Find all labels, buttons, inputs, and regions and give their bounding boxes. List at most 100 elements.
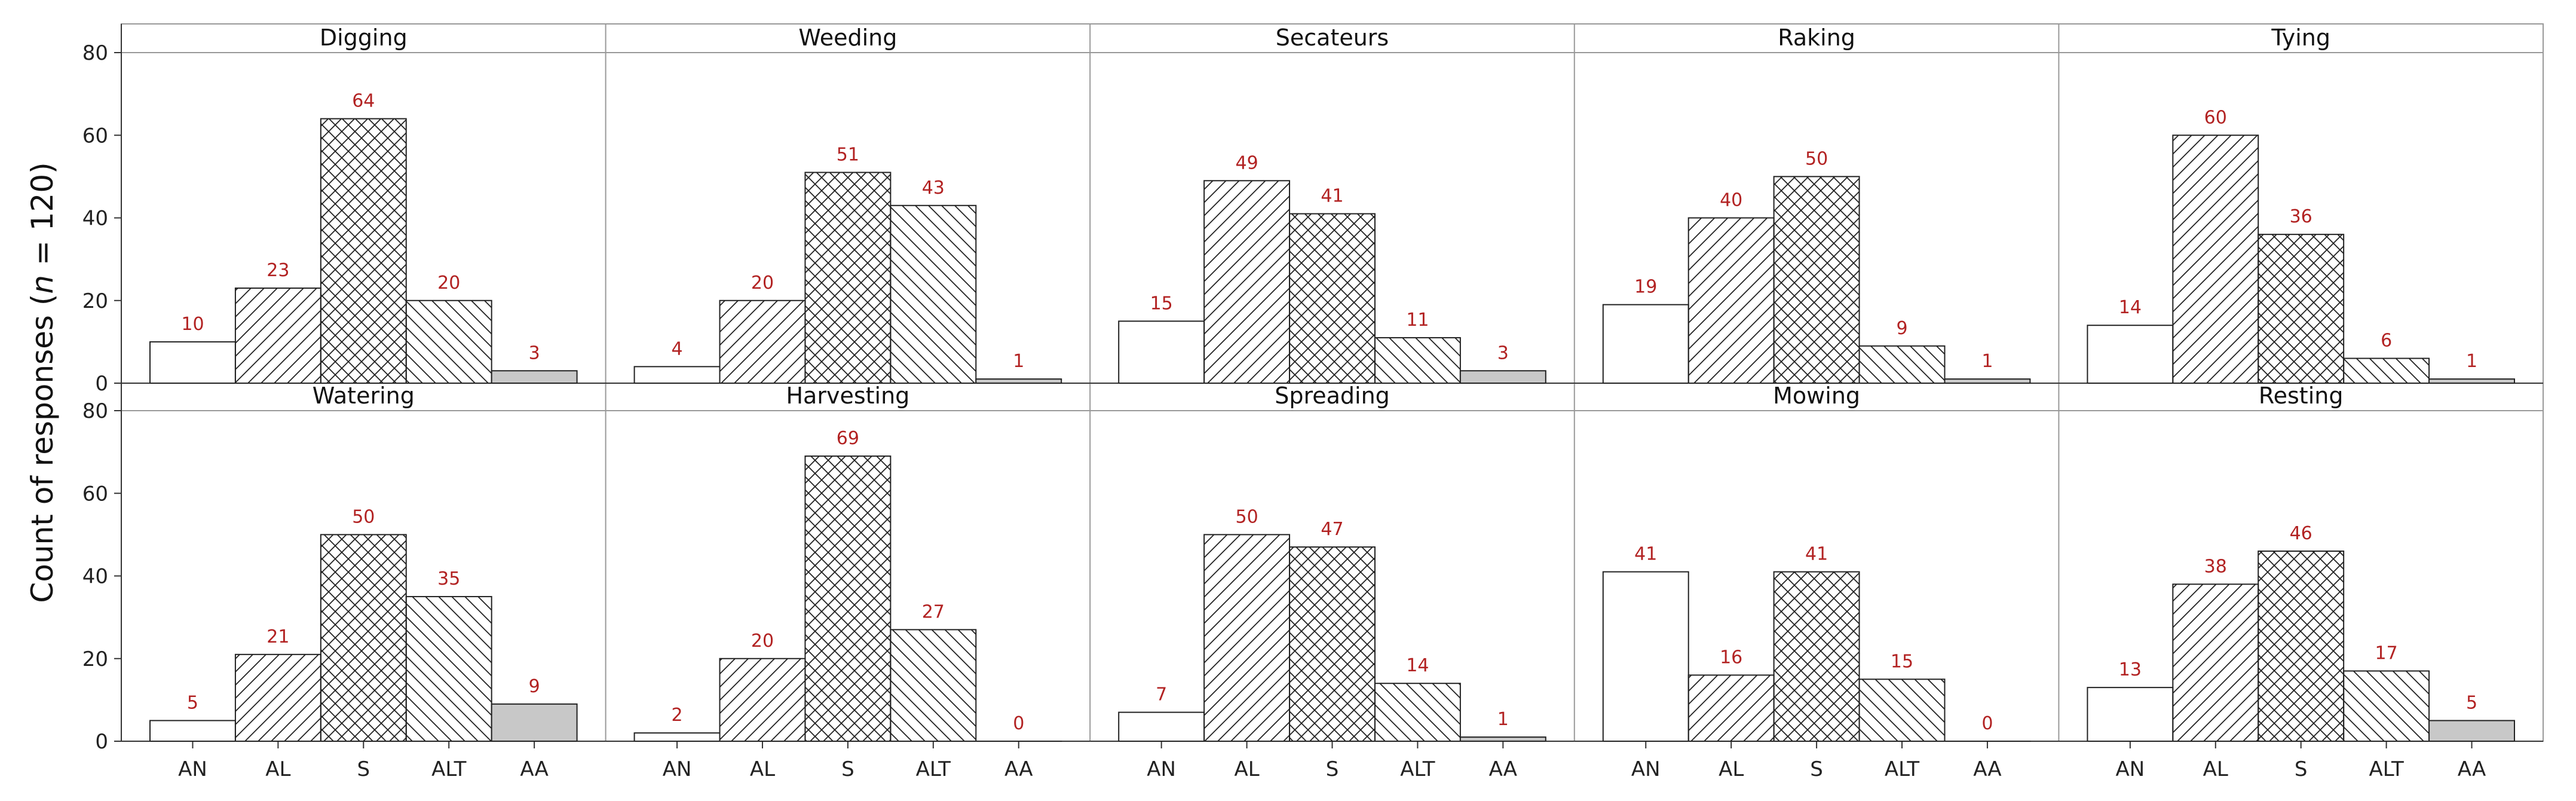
- bar-value-label: 49: [1235, 152, 1258, 173]
- bar-value-label: 20: [751, 631, 774, 652]
- bar-value-label: 16: [1720, 647, 1742, 668]
- bar-al: [2173, 584, 2258, 741]
- bar-value-label: 23: [267, 260, 289, 281]
- bar-aa: [1460, 371, 1546, 383]
- bar-an: [1603, 305, 1689, 383]
- bar-value-label: 21: [267, 626, 289, 647]
- x-tick-label: S: [2295, 757, 2308, 781]
- bar-value-label: 36: [2290, 206, 2312, 227]
- bar-value-label: 0: [1981, 713, 1993, 734]
- bar-value-label: 47: [1321, 519, 1343, 540]
- bar-an: [635, 366, 720, 383]
- bar-alt: [890, 206, 976, 383]
- x-tick-label: AA: [1004, 757, 1033, 781]
- x-tick-label: AA: [1489, 757, 1517, 781]
- bar-alt: [1860, 346, 1945, 383]
- bar-an: [150, 720, 235, 741]
- x-tick-label: AL: [2203, 757, 2228, 781]
- x-tick-label: ALT: [431, 757, 467, 781]
- bar-s: [321, 119, 406, 383]
- x-tick-label: AA: [1973, 757, 2001, 781]
- bar-al: [1204, 534, 1289, 741]
- bar-aa: [976, 379, 1061, 383]
- bar-s: [2258, 551, 2344, 741]
- x-tick-label: S: [1810, 757, 1823, 781]
- bar-an: [2087, 325, 2173, 383]
- bar-value-label: 13: [2119, 659, 2142, 680]
- y-tick-label: 20: [82, 647, 108, 671]
- y-axis-label: Count of responses (n = 120): [25, 162, 60, 603]
- bar-value-label: 11: [1406, 310, 1429, 331]
- bar-value-label: 20: [751, 273, 774, 294]
- bar-value-label: 60: [2204, 107, 2227, 128]
- bar-value-label: 64: [352, 91, 375, 112]
- bar-s: [805, 456, 890, 741]
- bar-aa: [2429, 379, 2514, 383]
- x-tick-label: AN: [2116, 757, 2145, 781]
- bar-value-label: 46: [2290, 523, 2312, 544]
- bar-aa: [492, 371, 577, 383]
- bar-alt: [2344, 359, 2429, 383]
- bar-value-label: 5: [187, 692, 198, 713]
- bar-value-label: 14: [2119, 297, 2142, 318]
- bar-value-label: 1: [2466, 351, 2477, 372]
- x-tick-label: ALT: [1885, 757, 1920, 781]
- y-axis-label-part: n: [25, 275, 60, 294]
- bar-value-label: 41: [1805, 544, 1828, 565]
- bar-alt: [1860, 679, 1945, 741]
- y-tick-label: 40: [82, 207, 108, 231]
- bar-al: [1689, 218, 1774, 384]
- panel-title: Tying: [2271, 25, 2330, 51]
- panel-title: Weeding: [798, 25, 897, 51]
- bar-alt: [890, 629, 976, 741]
- bar-s: [321, 534, 406, 741]
- x-tick-label: AA: [2458, 757, 2486, 781]
- panel-title: Harvesting: [786, 383, 909, 409]
- x-tick-label: ALT: [916, 757, 951, 781]
- bar-value-label: 2: [672, 705, 683, 726]
- y-tick-label: 80: [82, 399, 108, 423]
- bar-an: [2087, 687, 2173, 741]
- bar-value-label: 15: [1150, 293, 1173, 314]
- bar-al: [720, 659, 805, 741]
- y-tick-label: 40: [82, 565, 108, 589]
- bar-al: [2173, 135, 2258, 383]
- x-tick-label: ALT: [2369, 757, 2404, 781]
- x-tick-label: AN: [1631, 757, 1661, 781]
- bar-alt: [406, 597, 492, 741]
- bar-an: [1119, 321, 1204, 383]
- x-tick-label: AL: [1234, 757, 1259, 781]
- bar-value-label: 10: [181, 314, 204, 335]
- y-tick-label: 80: [82, 41, 108, 65]
- panel-title: Spreading: [1275, 383, 1390, 409]
- bar-value-label: 20: [437, 273, 460, 294]
- y-tick-label: 60: [82, 482, 108, 506]
- bar-al: [1689, 675, 1774, 741]
- bar-value-label: 50: [1235, 506, 1258, 527]
- bar-aa: [492, 704, 577, 741]
- x-tick-label: AL: [1719, 757, 1744, 781]
- bar-alt: [2344, 671, 2429, 741]
- x-tick-label: AN: [1147, 757, 1176, 781]
- panel-title: Digging: [320, 25, 408, 51]
- y-tick-label: 60: [82, 124, 108, 148]
- y-tick-label: 20: [82, 289, 108, 313]
- bar-al: [235, 288, 321, 383]
- bar-value-label: 9: [1896, 318, 1907, 339]
- bar-value-label: 1: [1013, 351, 1024, 372]
- panel-title: Secateurs: [1276, 25, 1389, 51]
- bar-value-label: 35: [437, 568, 460, 589]
- bar-s: [805, 172, 890, 383]
- x-tick-label: S: [841, 757, 854, 781]
- bar-s: [1289, 214, 1375, 383]
- bar-al: [1204, 181, 1289, 383]
- bar-value-label: 27: [922, 601, 945, 622]
- panel-title: Resting: [2259, 383, 2344, 409]
- bar-value-label: 1: [1497, 709, 1509, 730]
- panel-title: Raking: [1778, 25, 1855, 51]
- bar-marks: [150, 119, 2514, 741]
- panel-title: Watering: [313, 383, 415, 409]
- x-tick-label: S: [357, 757, 370, 781]
- bar-value-label: 4: [672, 338, 683, 359]
